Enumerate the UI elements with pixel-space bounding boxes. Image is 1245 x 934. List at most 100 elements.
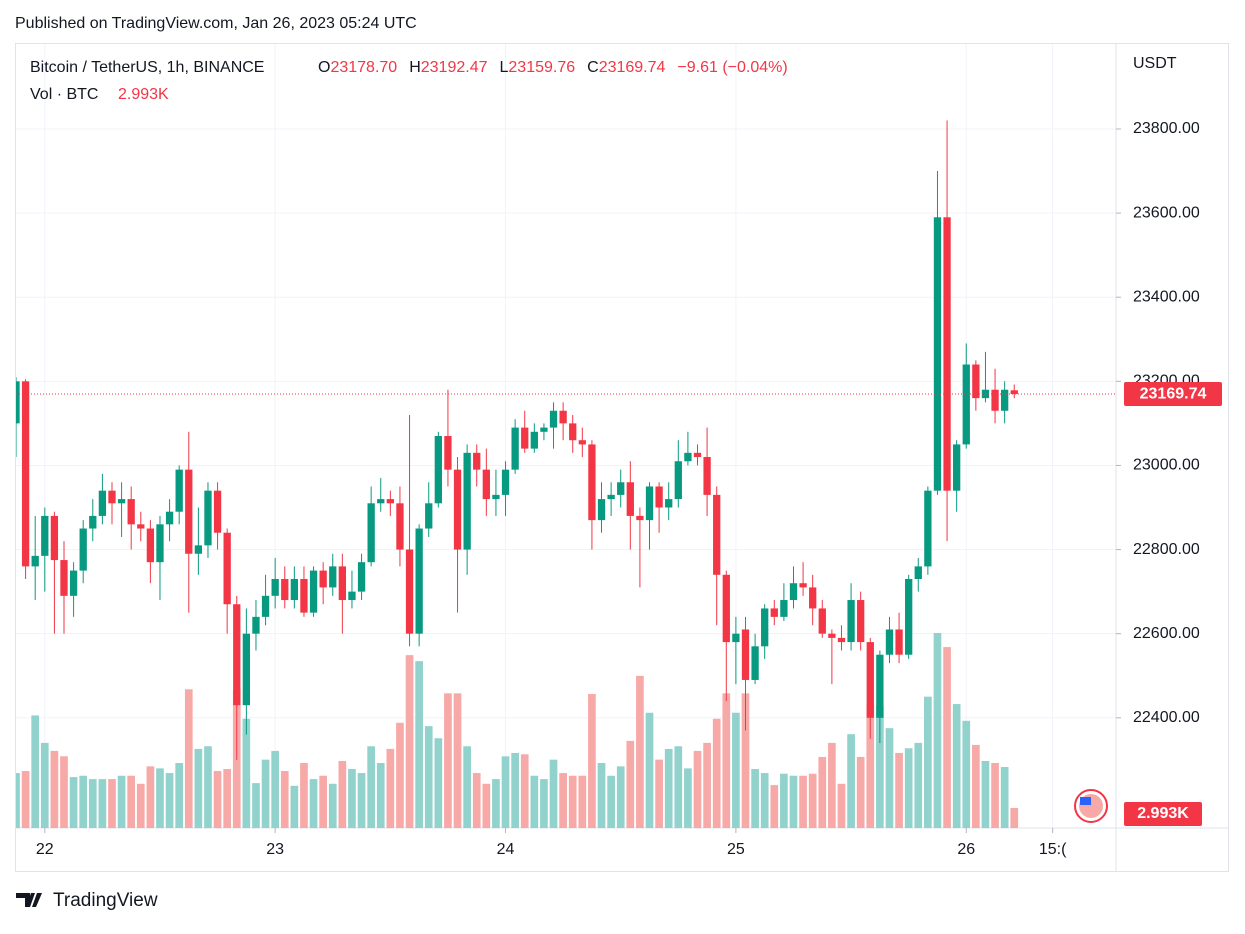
candle-body: [530, 431, 538, 449]
candle-body: [655, 486, 663, 508]
volume-bar: [405, 655, 414, 828]
candle-body: [991, 389, 999, 411]
candle-body: [953, 444, 961, 491]
volume-bar: [712, 718, 721, 828]
candle-body: [914, 566, 922, 580]
volume-bar: [472, 773, 481, 828]
volume-bar: [271, 750, 280, 828]
logo: TradingView: [16, 890, 158, 911]
candle-body: [924, 490, 932, 567]
candle-body: [636, 515, 644, 521]
volume-bar: [616, 766, 625, 828]
volume-bar: [261, 759, 270, 828]
candle-body: [617, 482, 625, 495]
volume-bar: [50, 750, 59, 828]
volume-bar: [703, 742, 711, 828]
volume-bar: [482, 783, 491, 828]
volume-bar: [559, 773, 567, 828]
volume-bar: [396, 722, 404, 828]
volume-bar: [60, 756, 68, 828]
volume-bar: [520, 754, 529, 828]
candle-body: [588, 444, 596, 521]
candle-body: [252, 616, 260, 634]
candle-body: [885, 629, 894, 655]
volume-bar: [386, 748, 395, 828]
candle-body: [16, 381, 20, 424]
legend-value: 23159.76: [508, 59, 575, 76]
volume-bar: [194, 748, 203, 828]
volume-bar: [876, 706, 884, 828]
candle-body: [972, 364, 980, 399]
candle-body: [41, 515, 49, 556]
volume-bar: [972, 744, 980, 828]
candle-body: [377, 499, 385, 504]
volume-bar: [328, 783, 337, 828]
y-tick-label: 22800.00: [1133, 541, 1200, 558]
volume-bar: [127, 775, 136, 828]
candle-body: [492, 494, 500, 500]
volume-bar: [1000, 767, 1009, 828]
candle-body: [329, 566, 337, 588]
candle-body: [665, 499, 673, 508]
volume-bar: [674, 746, 683, 828]
volume-bar: [300, 763, 308, 828]
y-tick-label: 23000.00: [1133, 457, 1200, 474]
volume-bar: [223, 769, 232, 828]
candle-body: [453, 469, 462, 550]
volume-bar: [463, 746, 471, 828]
candle-body: [741, 629, 750, 680]
volume-bar: [808, 773, 817, 828]
volume-bar: [98, 779, 107, 828]
published-note: Published on TradingView.com, Jan 26, 20…: [15, 15, 417, 32]
candle-body: [501, 469, 510, 495]
volume-bar: [770, 785, 779, 828]
candle-body: [242, 633, 251, 706]
candle-body: [463, 452, 471, 550]
candle-body: [1001, 389, 1009, 411]
candle-body: [156, 524, 164, 563]
candle-body: [713, 494, 721, 575]
candle-body: [761, 608, 769, 647]
volume-bar: [492, 779, 500, 828]
x-tick-label: 24: [497, 841, 515, 858]
volume-bar: [799, 775, 807, 828]
volume-last: 2.993K: [118, 86, 169, 103]
y-tick-label: 23600.00: [1133, 204, 1200, 221]
candle-body: [79, 528, 87, 571]
volume-bar: [184, 689, 193, 828]
volume-bar: [540, 779, 548, 828]
candle-body: [799, 583, 807, 588]
volume-bar: [242, 718, 251, 828]
candle-body: [626, 482, 634, 516]
price-label: 23169.74: [1140, 385, 1207, 402]
legend-value: 23192.47: [421, 59, 488, 76]
volume-bar: [568, 775, 577, 828]
candle-body: [722, 574, 730, 643]
candle-body: [962, 364, 970, 445]
volume-bar: [88, 779, 97, 828]
volume-bar: [847, 734, 855, 828]
candle-body: [194, 545, 203, 554]
candle-body: [578, 440, 586, 445]
volume-bar: [741, 693, 750, 828]
y-tick-label: 22600.00: [1133, 625, 1200, 642]
legend-value: 23178.70: [330, 59, 397, 76]
volume-bar: [156, 768, 164, 828]
volume-bar: [780, 773, 788, 828]
volume-bar: [789, 775, 798, 828]
candle-body: [770, 608, 778, 617]
volume-bar: [895, 752, 903, 828]
volume-bar: [952, 704, 961, 828]
x-tick-label: 23: [266, 841, 284, 858]
candle-body: [684, 452, 692, 462]
volume-bar: [684, 768, 692, 828]
volume-bar: [69, 777, 78, 828]
volume-bar: [117, 775, 126, 828]
volume-bar: [146, 766, 155, 828]
volume-bar: [348, 769, 356, 828]
candle-body: [137, 524, 145, 529]
candle-body: [300, 579, 308, 613]
volume-bar: [981, 760, 990, 828]
legend-key: L: [499, 59, 508, 76]
candle-body: [386, 499, 394, 504]
